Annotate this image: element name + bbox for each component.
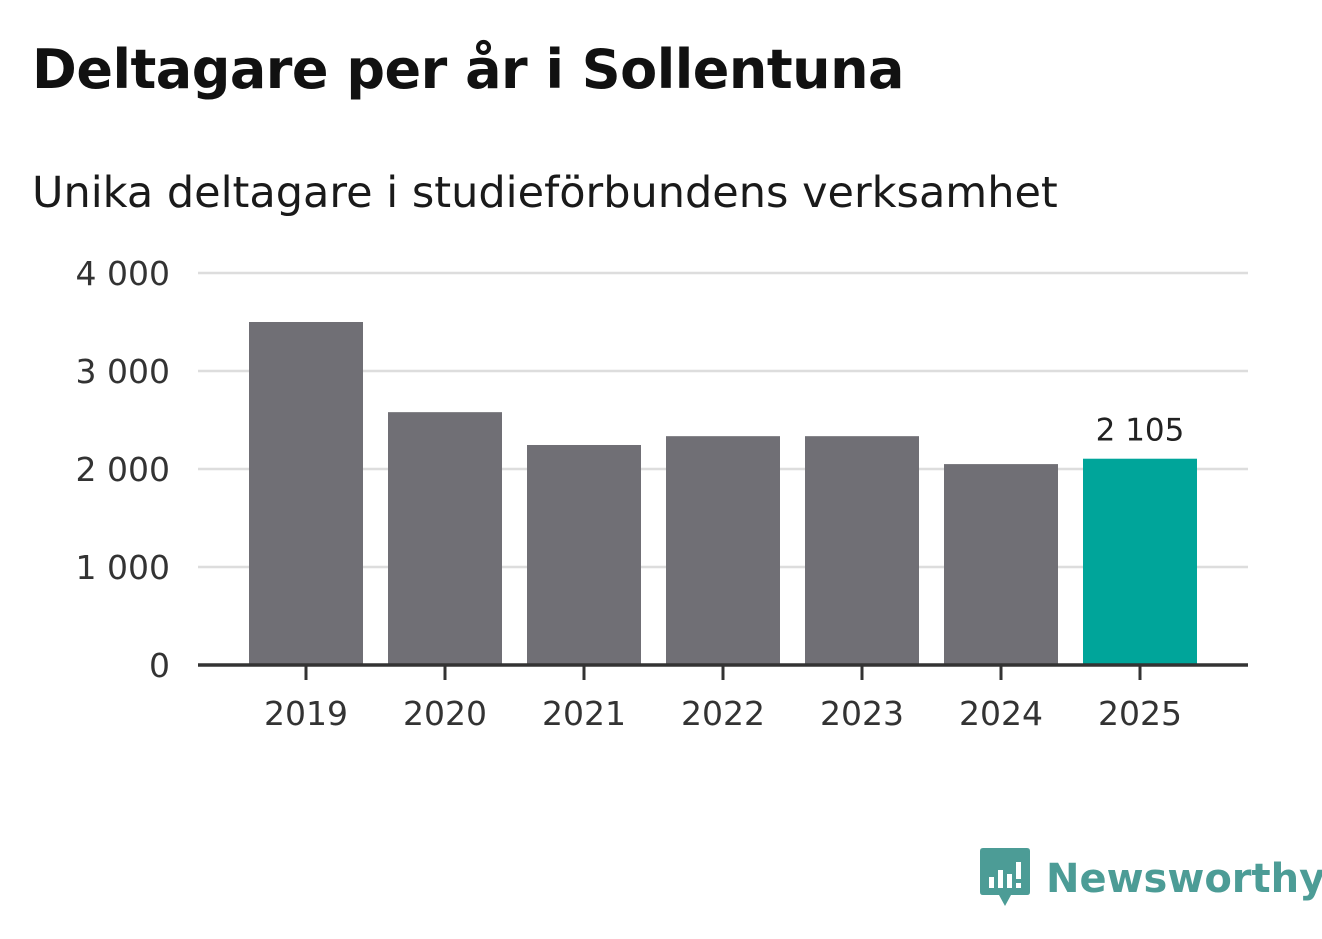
bar-2023 xyxy=(805,436,919,665)
x-tick-label: 2023 xyxy=(820,694,904,733)
y-tick-label: 1 000 xyxy=(76,548,170,587)
data-labels: 2 105 xyxy=(1096,413,1185,449)
bar-2025 xyxy=(1083,458,1197,665)
y-tick-label: 0 xyxy=(149,646,170,685)
x-axis xyxy=(198,663,1248,680)
y-axis-tick-labels: 0 1 000 2 000 3 000 4 000 xyxy=(76,254,170,685)
data-label: 2 105 xyxy=(1096,413,1185,449)
bars xyxy=(249,322,1197,665)
x-tick-label: 2021 xyxy=(542,694,626,733)
newsworthy-logo: Newsworthy xyxy=(980,848,1322,910)
bar-2021 xyxy=(527,444,641,665)
newsworthy-logo-icon xyxy=(980,848,1030,906)
y-tick-label: 3 000 xyxy=(76,352,170,391)
y-tick-label: 4 000 xyxy=(76,254,170,293)
chart-title: Deltagare per år i Sollentuna xyxy=(32,38,904,101)
x-tick-label: 2024 xyxy=(959,694,1043,733)
brand-name: Newsworthy xyxy=(1046,856,1322,902)
bar-2019 xyxy=(249,322,363,665)
bar-2022 xyxy=(666,436,780,665)
x-tick-label: 2019 xyxy=(264,694,348,733)
bar-2020 xyxy=(388,412,502,665)
x-tick-label: 2020 xyxy=(403,694,487,733)
chart-subtitle: Unika deltagare i studieförbundens verks… xyxy=(32,168,1058,218)
y-tick-label: 2 000 xyxy=(76,450,170,489)
bar-2024 xyxy=(944,464,1058,665)
x-tick-label: 2025 xyxy=(1098,694,1182,733)
x-tick-label: 2022 xyxy=(681,694,765,733)
x-axis-tick-labels: 2019 2020 2021 2022 2023 2024 2025 xyxy=(264,694,1182,733)
